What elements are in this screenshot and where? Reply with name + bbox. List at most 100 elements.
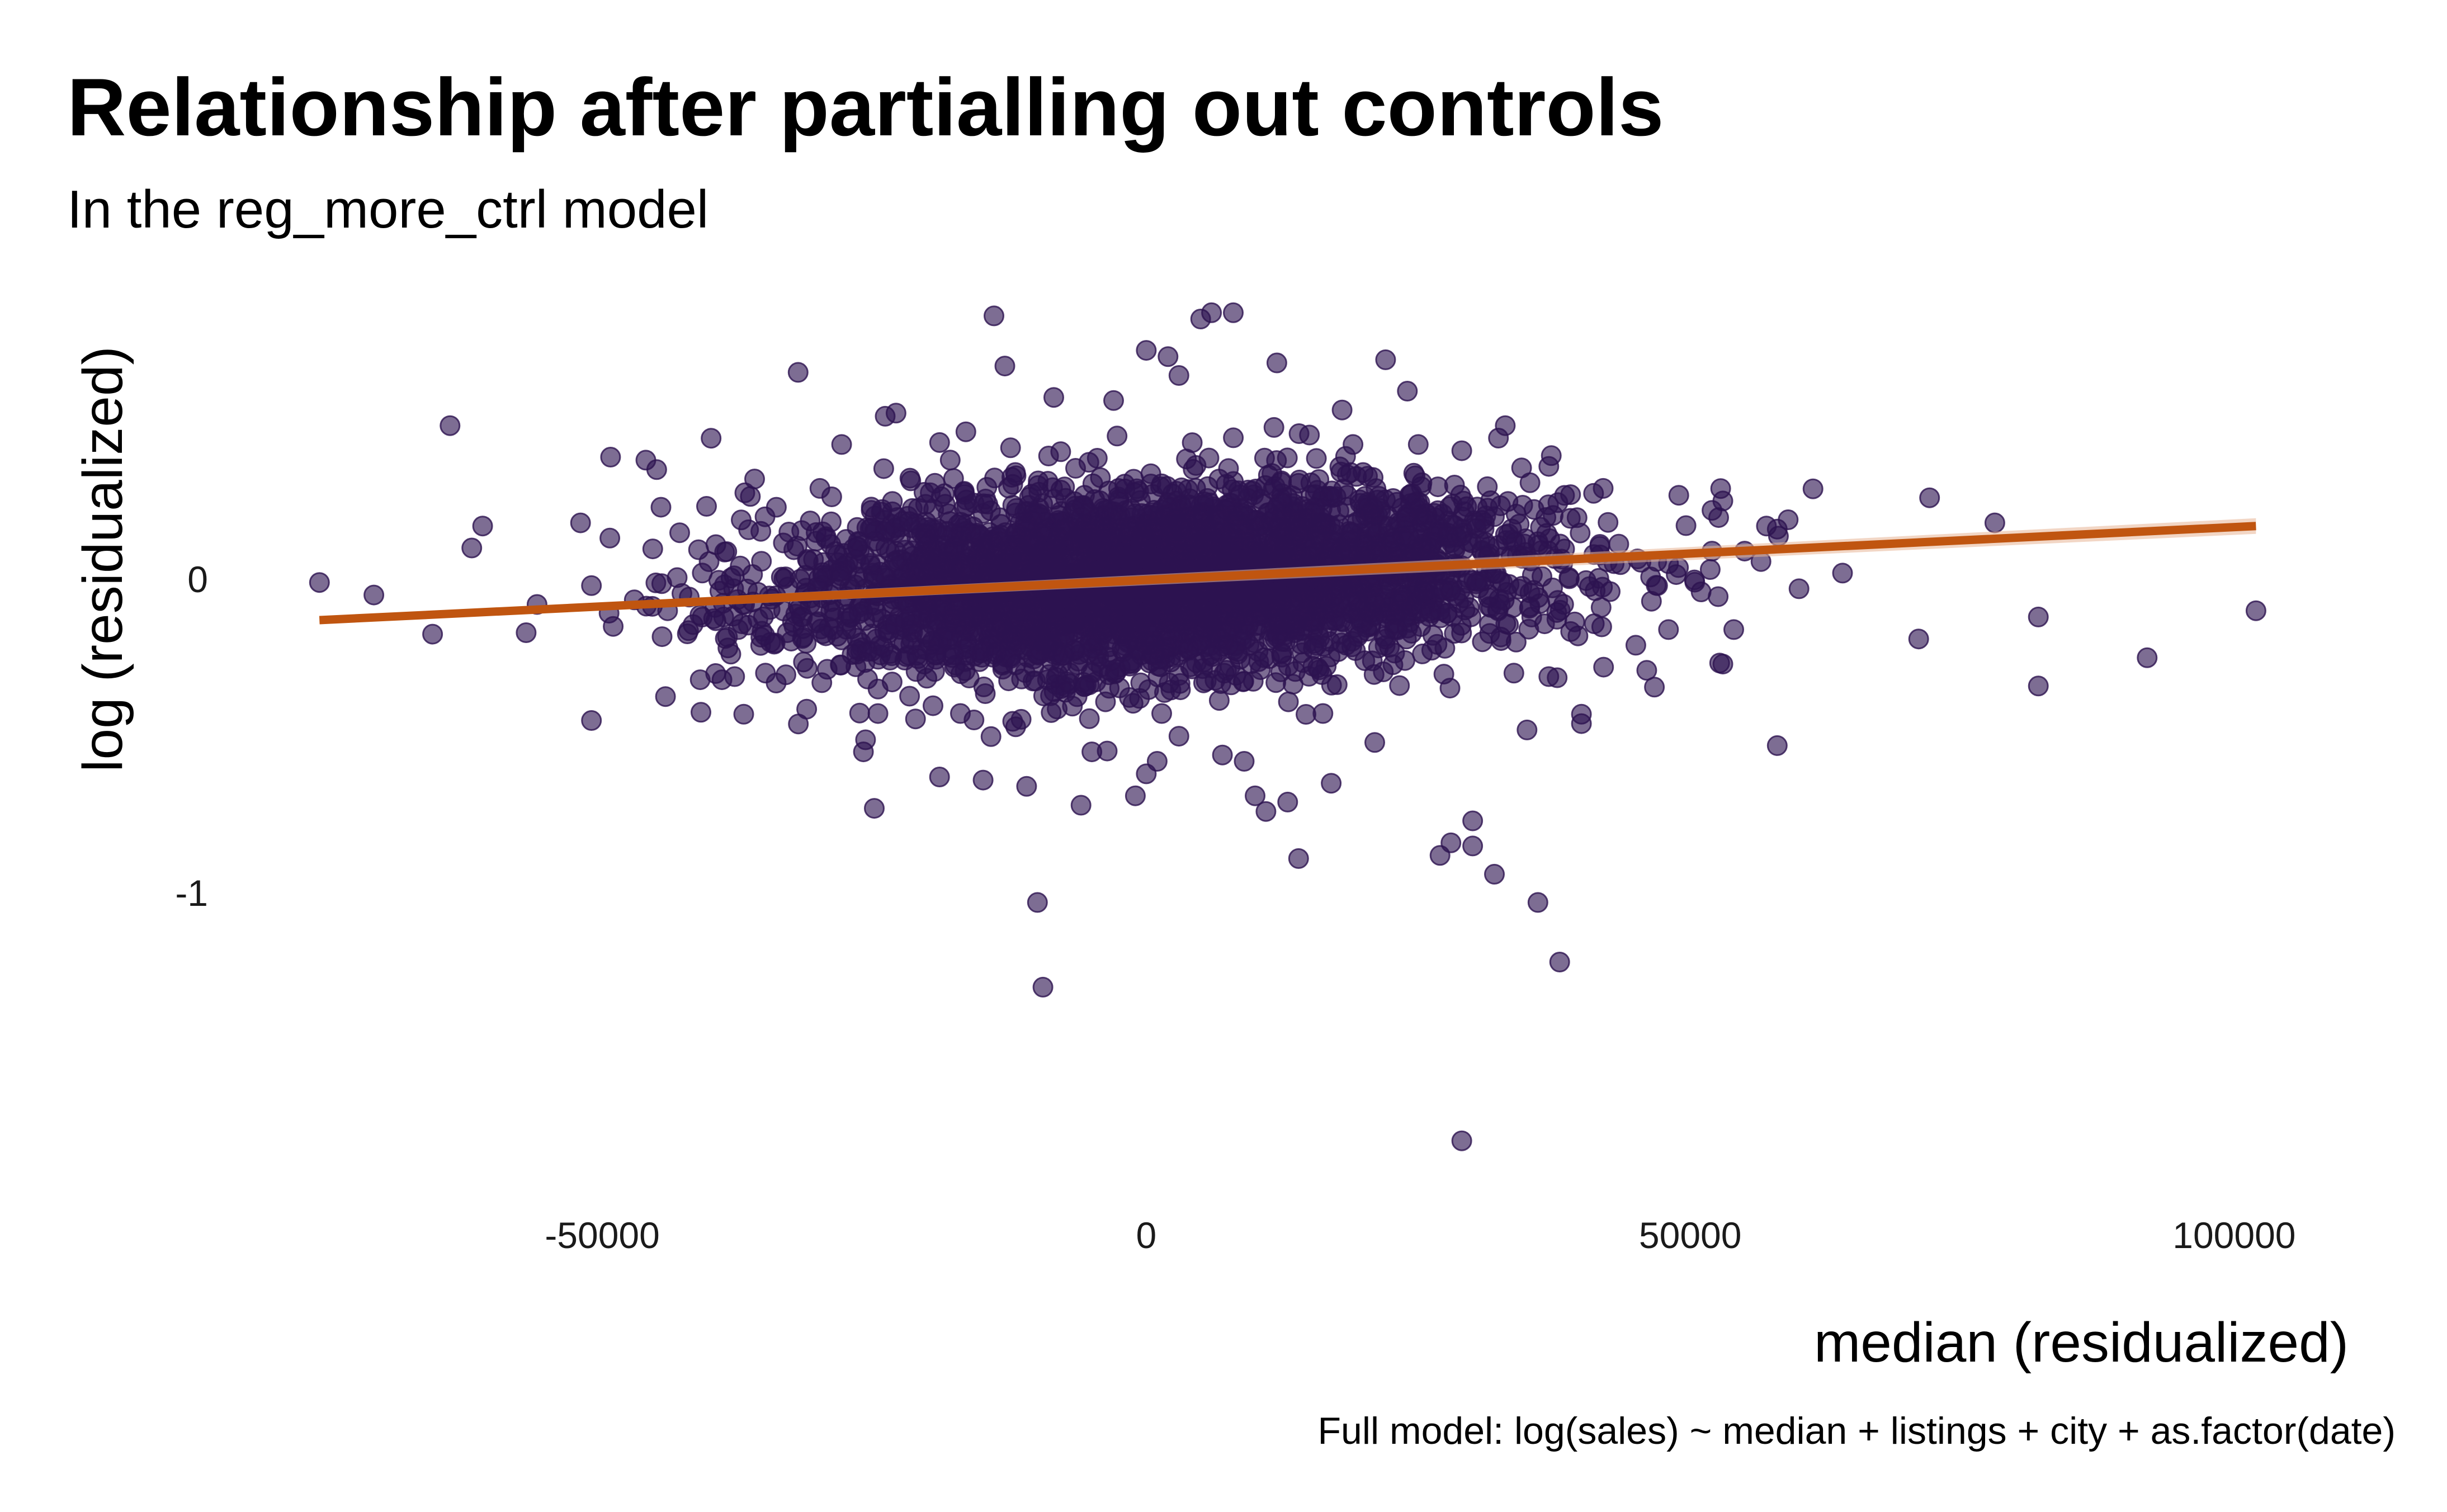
data-point (955, 421, 976, 442)
data-point (689, 669, 711, 691)
data-point (1125, 785, 1146, 806)
data-point (831, 434, 852, 455)
data-point (1478, 587, 1499, 608)
data-point (1340, 545, 1362, 566)
data-point (1221, 523, 1243, 545)
data-point (1302, 655, 1324, 677)
data-point (1527, 531, 1548, 552)
data-point (923, 695, 943, 716)
data-point (1326, 674, 1348, 695)
data-point (1503, 663, 1524, 684)
data-point (1571, 713, 1592, 734)
data-point (1284, 661, 1306, 682)
data-point (937, 541, 958, 563)
data-point (1405, 465, 1426, 486)
data-point (599, 527, 621, 549)
data-point (1110, 518, 1131, 539)
data-point (939, 450, 961, 471)
data-point (642, 538, 663, 560)
data-point (1277, 447, 1298, 469)
data-point (740, 486, 761, 507)
chart-caption: Full model: log(sales) ~ median + listin… (1317, 1410, 2396, 1452)
data-point (1328, 641, 1349, 662)
data-point (1668, 485, 1689, 506)
data-point (1296, 704, 1316, 725)
data-point (1147, 667, 1169, 688)
data-point (1234, 751, 1255, 772)
data-point (363, 584, 385, 606)
data-point (864, 798, 885, 819)
data-point (1079, 674, 1100, 696)
x-tick-label: 100000 (2172, 1215, 2295, 1256)
data-point (1766, 735, 1788, 756)
data-point (1010, 527, 1032, 548)
data-point (1079, 708, 1100, 729)
data-point (1466, 573, 1487, 594)
data-point (951, 563, 972, 584)
data-point (882, 491, 903, 512)
data-point (885, 614, 906, 635)
data-point (1070, 795, 1092, 816)
data-point (1440, 832, 1462, 853)
data-point (1030, 640, 1051, 661)
data-point (1118, 613, 1139, 634)
data-point (1184, 528, 1206, 549)
data-point (1484, 506, 1505, 527)
data-point (1321, 773, 1342, 794)
data-point (1312, 512, 1333, 533)
data-point (787, 362, 809, 383)
data-point (1440, 580, 1461, 601)
data-point (909, 547, 930, 568)
data-point (678, 620, 699, 641)
data-point (1043, 387, 1064, 408)
data-point (1723, 619, 1744, 640)
data-point (1354, 650, 1376, 672)
data-point (913, 482, 934, 503)
data-point (1788, 578, 1810, 599)
y-axis-title: log (residualized) (72, 346, 134, 772)
data-point (1306, 448, 1327, 469)
data-point (1151, 703, 1172, 724)
data-point (1090, 467, 1111, 488)
data-point (854, 652, 876, 673)
data-point (1363, 498, 1384, 519)
data-point (1484, 863, 1505, 885)
data-point (980, 726, 1002, 747)
data-point (1378, 597, 1400, 618)
data-point (309, 572, 330, 593)
data-point (1196, 617, 1216, 638)
data-point (1139, 622, 1160, 644)
data-point (1589, 534, 1610, 555)
data-point (1037, 669, 1058, 691)
data-point (900, 605, 922, 626)
data-point (1299, 424, 1320, 446)
data-point (440, 415, 461, 436)
data-point (1277, 486, 1298, 508)
data-point (696, 496, 717, 517)
data-point (1690, 582, 1712, 602)
data-point (1451, 440, 1472, 461)
x-axis-ticks: -50000 0 50000 100000 (545, 1215, 2295, 1256)
data-point (1517, 719, 1538, 740)
data-point (796, 698, 818, 720)
data-point (865, 531, 886, 552)
data-point (1636, 660, 1657, 681)
data-point (922, 630, 943, 651)
data-point (978, 592, 999, 613)
data-point (1182, 432, 1203, 453)
data-point (1158, 346, 1179, 367)
data-point (705, 610, 726, 631)
data-point (1050, 480, 1071, 500)
data-point (899, 467, 920, 489)
data-point (1375, 349, 1396, 370)
data-point (1451, 1130, 1472, 1151)
data-point (669, 522, 690, 544)
data-point (716, 541, 738, 562)
data-point (1236, 548, 1257, 569)
data-point (1456, 496, 1477, 517)
data-point (1802, 478, 1824, 499)
data-point (1278, 691, 1299, 712)
data-point (1189, 585, 1210, 606)
data-point (1708, 586, 1729, 607)
